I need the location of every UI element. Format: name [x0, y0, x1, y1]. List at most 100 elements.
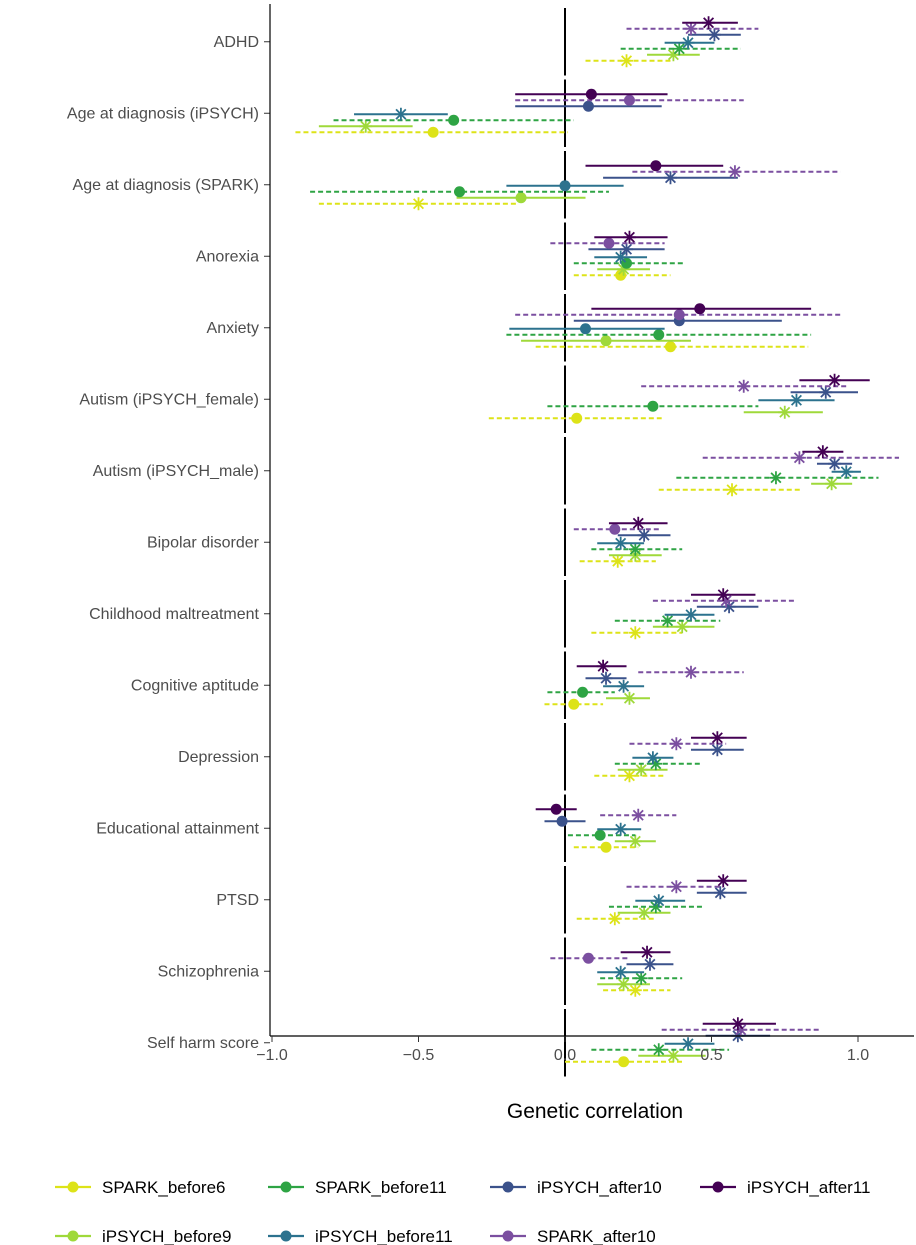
- point-estimate-star: [634, 971, 648, 985]
- category-label: Schizophrenia: [158, 963, 260, 980]
- estimate-mark: [318, 119, 413, 133]
- category-label: Depression: [178, 749, 259, 766]
- point-estimate-dot: [623, 94, 635, 106]
- estimate-mark: [632, 751, 674, 765]
- point-estimate-star: [839, 465, 853, 479]
- estimate-mark: [802, 445, 844, 459]
- estimate-mark: [600, 971, 683, 985]
- point-estimate-star: [614, 250, 628, 264]
- estimate-mark: [535, 341, 809, 353]
- estimate-mark: [594, 230, 668, 244]
- estimate-mark: [664, 608, 715, 622]
- estimate-mark: [652, 620, 715, 634]
- point-estimate-star: [707, 28, 721, 42]
- point-estimate-dot: [454, 186, 466, 198]
- estimate-mark: [614, 614, 721, 628]
- point-estimate-star: [792, 451, 806, 465]
- estimate-mark: [295, 126, 568, 138]
- estimate-mark: [597, 965, 645, 979]
- estimate-mark: [638, 665, 744, 679]
- estimate-mark: [544, 815, 586, 827]
- point-estimate-star: [672, 42, 686, 56]
- x-tick-label: 0.5: [700, 1047, 722, 1064]
- point-estimate-star: [666, 1049, 680, 1063]
- point-estimate-star: [716, 874, 730, 888]
- point-estimate-dot: [650, 160, 662, 172]
- point-estimate-star: [725, 483, 739, 497]
- estimate-mark: [547, 400, 759, 412]
- point-estimate-star: [728, 165, 742, 179]
- x-tick-label: −1.0: [256, 1047, 288, 1064]
- estimate-mark: [696, 886, 747, 900]
- point-estimate-star: [816, 445, 830, 459]
- point-estimate-dot: [580, 323, 592, 335]
- x-tick-label: 1.0: [847, 1047, 869, 1064]
- point-estimate-dot: [577, 686, 589, 698]
- category-label: Childhood maltreatment: [89, 606, 259, 623]
- estimate-mark: [600, 808, 677, 822]
- estimate-mark: [515, 309, 841, 321]
- category-label: Anxiety: [207, 320, 259, 337]
- point-estimate-dot: [603, 237, 615, 249]
- estimate-mark: [635, 894, 686, 908]
- legend-dot: [280, 1181, 292, 1193]
- point-estimate-star: [599, 671, 613, 685]
- estimate-mark: [573, 257, 686, 269]
- estimate-mark: [488, 412, 662, 424]
- estimate-mark: [629, 737, 727, 751]
- estimate-mark: [591, 1043, 730, 1057]
- point-estimate-dot: [448, 114, 460, 126]
- legend-dot: [502, 1181, 514, 1193]
- category-label: Autism (iPSYCH_female): [79, 391, 259, 408]
- legend-label: iPSYCH_after10: [537, 1178, 662, 1197]
- point-estimate-dot: [609, 523, 621, 535]
- point-estimate-dot: [568, 698, 580, 710]
- point-estimate-star: [640, 945, 654, 959]
- legend-item: iPSYCH_after11: [700, 1178, 870, 1197]
- estimate-mark: [632, 165, 841, 179]
- estimate-mark: [594, 250, 648, 264]
- point-estimate-star: [828, 457, 842, 471]
- estimate-mark: [626, 880, 724, 894]
- category-label: Educational attainment: [96, 820, 259, 837]
- estimate-mark: [690, 588, 756, 602]
- point-estimate-star: [628, 983, 642, 997]
- point-estimate-star: [394, 107, 408, 121]
- estimate-mark: [585, 671, 627, 685]
- point-estimate-star: [702, 16, 716, 30]
- point-estimate-star: [628, 542, 642, 556]
- legend-label: SPARK_before6: [102, 1178, 225, 1197]
- estimate-mark: [585, 54, 671, 68]
- legend-label: SPARK_before11: [315, 1178, 447, 1197]
- point-estimate-dot: [600, 841, 612, 853]
- point-estimate-star: [620, 242, 634, 256]
- estimate-mark: [573, 523, 662, 535]
- point-estimate-star: [614, 822, 628, 836]
- point-estimate-star: [684, 22, 698, 36]
- estimate-mark: [614, 757, 700, 771]
- estimate-mark: [811, 477, 853, 491]
- estimate-mark: [664, 36, 715, 50]
- point-estimate-star: [637, 528, 651, 542]
- point-estimate-star: [622, 769, 636, 783]
- point-estimate-star: [828, 373, 842, 387]
- legend-dot: [712, 1181, 724, 1193]
- legend-item: SPARK_after10: [490, 1227, 656, 1245]
- point-estimate-star: [611, 554, 625, 568]
- point-estimate-dot: [664, 341, 676, 353]
- point-estimate-dot: [647, 400, 659, 412]
- point-estimate-star: [789, 393, 803, 407]
- point-estimate-star: [652, 1043, 666, 1057]
- estimate-mark: [638, 1049, 706, 1063]
- legend: SPARK_before6 SPARK_before11 iPSYCH_after1…: [55, 1178, 870, 1245]
- estimate-mark: [831, 465, 861, 479]
- estimate-mark: [333, 114, 574, 126]
- legend-dot: [67, 1230, 79, 1242]
- point-estimate-star: [669, 880, 683, 894]
- point-estimate-dot: [556, 815, 568, 827]
- legend-dot: [67, 1181, 79, 1193]
- estimate-mark: [608, 516, 668, 530]
- category-label: Autism (iPSYCH_male): [93, 463, 259, 480]
- point-estimate-star: [637, 906, 651, 920]
